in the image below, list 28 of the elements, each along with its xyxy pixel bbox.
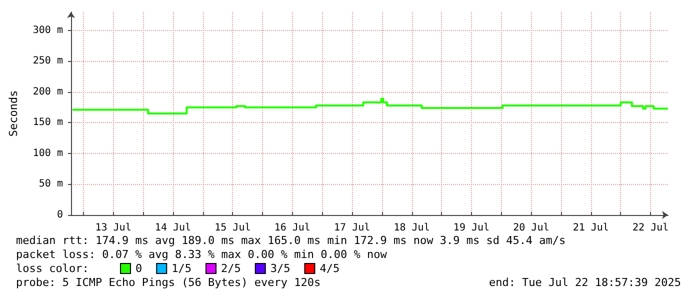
x-tick-label: 17 Jul [334,222,370,234]
legend-label: 4/5 [320,262,340,275]
y-tick-label: 50 m [38,178,63,190]
x-tick-label: 20 Jul [513,222,550,234]
x-tick-label: 13 Jul [95,222,132,234]
text: median rtt: 174.9 ms avg 189.0 ms max 165.0 ms min 172.9 ms now 3.9 ms sd 45.4 am/s [16,234,566,247]
y-axis-title: Seconds [7,90,20,137]
x-tick-label: 21 Jul [572,222,609,234]
legend-label: 1/5 [172,262,192,275]
y-tick-label: 200 m [32,86,63,98]
x-tick-label: 22 Jul [632,222,669,234]
legend-label: 0 [136,262,142,275]
legend-label: 2/5 [220,262,241,275]
legend-title: loss color: [16,262,89,275]
y-tick-label: 100 m [32,148,63,159]
x-tick-label: 16 Jul [274,222,310,234]
x-tick-label: 15 Jul [214,222,251,234]
y-tick-label: 0 [56,210,63,220]
y-tick-label: 250 m [32,56,63,67]
legend-label: 3/5 [270,262,290,275]
y-tick-label: 300 m [32,24,63,36]
text: packet loss: 0.07 % avg 8.33 % max 0.00 % min 0.00 % now [16,248,388,261]
x-tick-label: 14 Jul [154,222,192,234]
x-tick-label: 19 Jul [453,222,490,234]
text: probe: 5 ICMP Echo Pings (56 Bytes) every 120s [16,276,321,289]
text: end: Tue Jul 22 18:57:39 2025 [488,276,682,289]
x-tick-label: 18 Jul [394,222,430,234]
y-tick-label: 150 m [32,117,63,128]
